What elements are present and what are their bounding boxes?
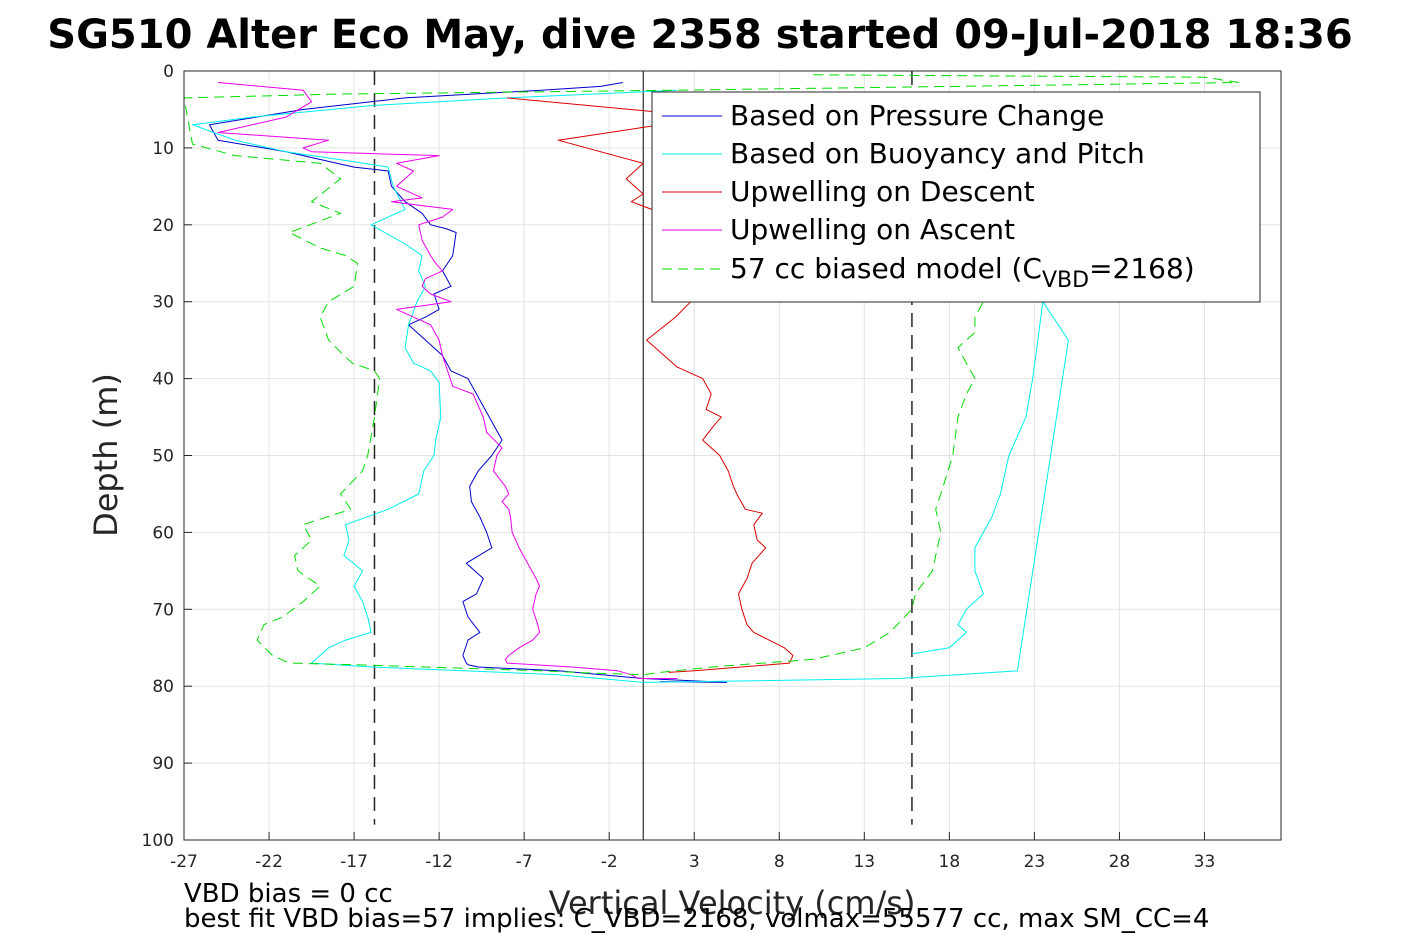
reference-lines	[373, 71, 913, 840]
legend-label-buoyancy: Based on Buoyancy and Pitch	[730, 137, 1145, 170]
y-tick-label: 60	[152, 523, 174, 543]
plot-frame	[183, 70, 1282, 841]
y-tick-label: 30	[152, 293, 174, 313]
x-tick-label: -2	[601, 852, 618, 872]
x-tick-labels: -27 -22 -17 -12 -7 -2 3 8 13 18 23 28 33	[170, 852, 1215, 872]
y-tick-label: 50	[152, 447, 174, 467]
series-line-4	[183, 74, 1239, 676]
series-line-1	[192, 89, 1069, 683]
y-tick-label: 10	[152, 139, 174, 159]
y-tick-label: 80	[152, 677, 174, 697]
legend-label-biased-model: 57 cc biased model (CVBD=2168)	[730, 252, 1195, 293]
y-tick-labels: 0 10 20 30 40 50 60 70 80 90 100	[142, 62, 174, 851]
x-tick-label: 23	[1024, 852, 1046, 872]
x-tick-label: -22	[255, 852, 283, 872]
series-line-3	[217, 82, 678, 679]
y-tick-label: 100	[142, 831, 174, 851]
x-tick-label: -17	[340, 852, 368, 872]
legend-model-subscript: VBD	[1042, 268, 1089, 293]
x-tick-label: 18	[939, 852, 961, 872]
series-lines	[183, 74, 1239, 683]
legend-model-prefix: 57 cc biased model (C	[730, 252, 1042, 285]
x-tick-label: -7	[516, 852, 533, 872]
x-axis-label: Vertical Velocity (cm/s)	[549, 884, 916, 922]
x-tick-label: 33	[1194, 852, 1216, 872]
x-tick-label: 3	[689, 852, 700, 872]
footer-line-2: best fit VBD bias=57 implies: C_VBD=2168…	[184, 904, 1209, 934]
y-tick-label: 90	[152, 754, 174, 774]
y-tick-label: 0	[163, 62, 174, 82]
series-line-2	[507, 97, 794, 673]
legend: Based on Pressure Change Based on Buoyan…	[651, 91, 1261, 303]
chart-title: SG510 Alter Eco May, dive 2358 started 0…	[47, 12, 1352, 58]
legend-label-upwelling-ascent: Upwelling on Ascent	[730, 213, 1015, 246]
y-tick-label: 20	[152, 216, 174, 236]
x-tick-label: -27	[170, 852, 198, 872]
x-tick-label: 8	[774, 852, 785, 872]
legend-box	[651, 91, 1261, 303]
series-line-0	[209, 82, 727, 683]
y-tick-label: 70	[152, 600, 174, 620]
x-tick-label: 28	[1109, 852, 1131, 872]
legend-model-suffix: =2168)	[1089, 252, 1195, 285]
legend-label-upwelling-descent: Upwelling on Descent	[730, 175, 1035, 208]
y-tick-label: 40	[152, 370, 174, 390]
footer-line-1: VBD bias = 0 cc	[184, 879, 393, 909]
x-tick-label: 13	[853, 852, 875, 872]
legend-label-pressure: Based on Pressure Change	[730, 99, 1104, 132]
x-tick-label: -12	[425, 852, 453, 872]
y-axis-label: Depth (m)	[87, 373, 125, 537]
